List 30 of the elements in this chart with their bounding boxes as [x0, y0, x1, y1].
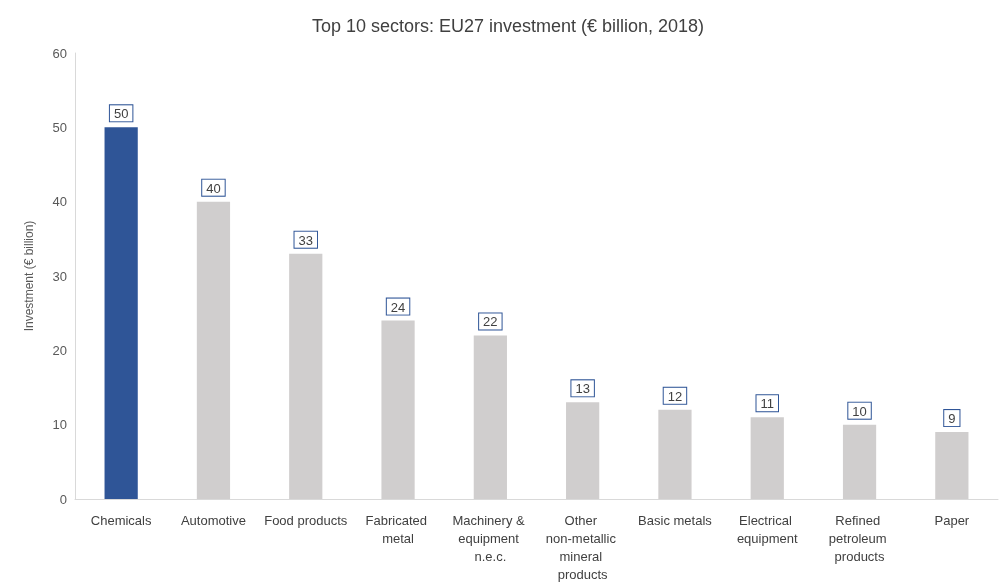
x-tick-label: Chemicals: [90, 512, 152, 528]
data-label: 9: [948, 411, 956, 427]
data-label: 11: [760, 396, 774, 412]
x-tick-label: Basic metals: [638, 512, 713, 528]
data-label: 40: [206, 180, 221, 196]
data-label: 10: [852, 403, 867, 419]
data-label: 50: [113, 106, 129, 122]
x-tick-label: Electrical equipment: [736, 512, 798, 546]
x-tick-label: Machinery & equipment n.e.c.: [452, 512, 529, 564]
x-tick-label: Other non-metallic mineral products: [545, 512, 620, 582]
y-tick-label: 30: [52, 268, 67, 284]
y-tick-label: 0: [59, 491, 67, 507]
data-label: 13: [575, 381, 590, 397]
y-tick-label: 20: [52, 342, 67, 358]
y-tick-label: 40: [52, 194, 67, 210]
data-label: 33: [298, 232, 313, 248]
data-label: 22: [483, 314, 498, 330]
chart-title: Top 10 sectors: EU27 investment (€ billion, 2018): [311, 16, 705, 36]
data-label: 12: [667, 388, 683, 404]
bar: [104, 127, 138, 499]
x-tick-label: Fabricated metal: [365, 512, 431, 546]
y-axis-title: Investment (€ billion): [22, 220, 36, 332]
y-tick-label: 10: [52, 417, 67, 433]
y-tick-label: 60: [52, 45, 67, 61]
x-tick-label: Food products: [264, 512, 348, 528]
x-tick-label: Refined petroleum products: [828, 512, 891, 564]
x-tick-label: Paper: [934, 512, 970, 528]
y-tick-label: 50: [52, 119, 67, 135]
data-label: 24: [390, 299, 406, 315]
x-tick-label: Automotive: [180, 512, 246, 528]
